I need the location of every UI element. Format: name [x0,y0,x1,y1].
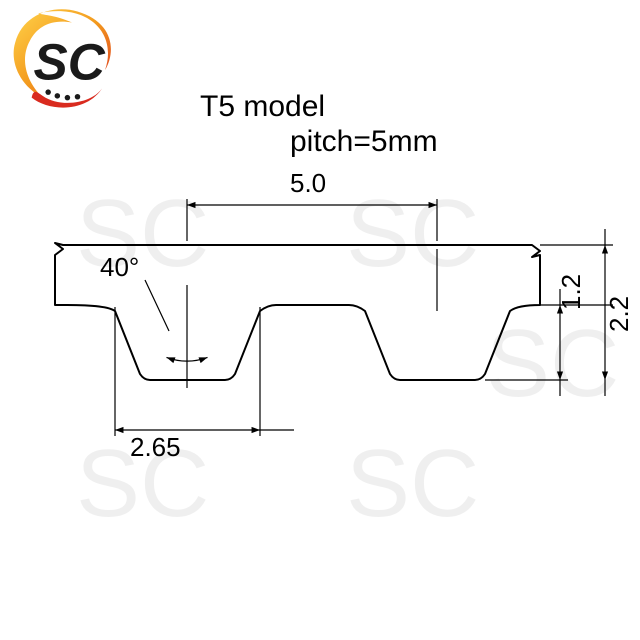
title-line-2: pitch=5mm [290,125,438,159]
sc-logo: SC [6,6,116,116]
diagram-canvas: SC SC SC SC SC T5 model pitch=5mm 5.0 40… [0,0,640,640]
dim-pitch: 5.0 [290,168,326,199]
dim-tooth-height: 1.2 [556,274,587,310]
dim-tooth-width: 2.65 [130,432,181,463]
dim-total-height: 2.2 [604,296,635,332]
dim-angle: 40° [100,252,139,283]
title-line-1: T5 model [200,90,325,124]
svg-text:SC: SC [34,33,106,90]
